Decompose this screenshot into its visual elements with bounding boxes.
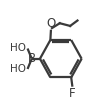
Text: HO: HO (10, 44, 26, 54)
Text: B: B (28, 52, 36, 65)
Text: F: F (69, 87, 76, 100)
Text: HO: HO (10, 64, 26, 74)
Text: O: O (46, 17, 56, 30)
